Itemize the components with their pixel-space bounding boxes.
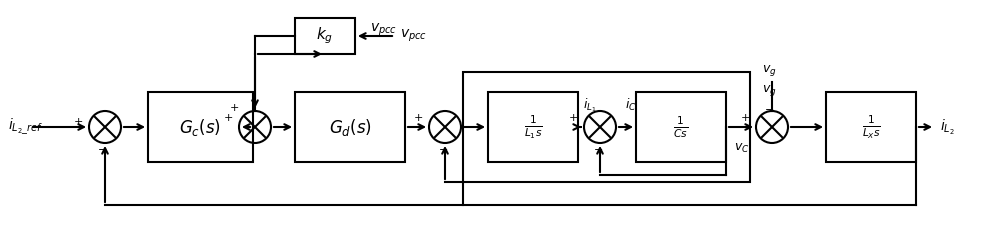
Text: +: +: [223, 113, 233, 123]
Text: $v_g$: $v_g$: [762, 63, 776, 78]
FancyBboxPatch shape: [488, 92, 578, 162]
Text: $v_C$: $v_C$: [734, 141, 749, 155]
FancyBboxPatch shape: [826, 92, 916, 162]
Text: +: +: [740, 113, 750, 123]
Text: +: +: [568, 113, 578, 123]
Text: +: +: [73, 117, 83, 127]
Text: +: +: [413, 113, 423, 123]
Text: $-$: $-$: [438, 143, 448, 153]
FancyBboxPatch shape: [295, 18, 355, 54]
Text: $i_C$: $i_C$: [625, 97, 637, 113]
Text: $G_d(s)$: $G_d(s)$: [329, 116, 371, 138]
FancyBboxPatch shape: [295, 92, 405, 162]
Text: $\frac{1}{L_X s}$: $\frac{1}{L_X s}$: [862, 113, 880, 141]
Text: $i_{L_2\_ref}$: $i_{L_2\_ref}$: [8, 117, 43, 137]
Text: +: +: [229, 103, 239, 113]
Text: $\frac{1}{Cs}$: $\frac{1}{Cs}$: [673, 114, 689, 140]
Text: $v_{pcc}$: $v_{pcc}$: [400, 28, 427, 44]
Text: $k_g$: $k_g$: [316, 26, 334, 46]
Text: $-$: $-$: [593, 143, 603, 153]
FancyBboxPatch shape: [148, 92, 253, 162]
Text: $-$: $-$: [97, 143, 107, 153]
Text: $G_c(s)$: $G_c(s)$: [179, 116, 222, 138]
Text: $v_{pcc}$: $v_{pcc}$: [370, 22, 397, 38]
FancyBboxPatch shape: [636, 92, 726, 162]
Text: $\frac{1}{L_1 s}$: $\frac{1}{L_1 s}$: [524, 113, 542, 141]
Text: $-$: $-$: [764, 103, 774, 113]
Text: $v_g$: $v_g$: [762, 82, 776, 98]
Text: $i_{L_2}$: $i_{L_2}$: [940, 117, 955, 136]
Text: $i_{L_1}$: $i_{L_1}$: [583, 96, 597, 114]
